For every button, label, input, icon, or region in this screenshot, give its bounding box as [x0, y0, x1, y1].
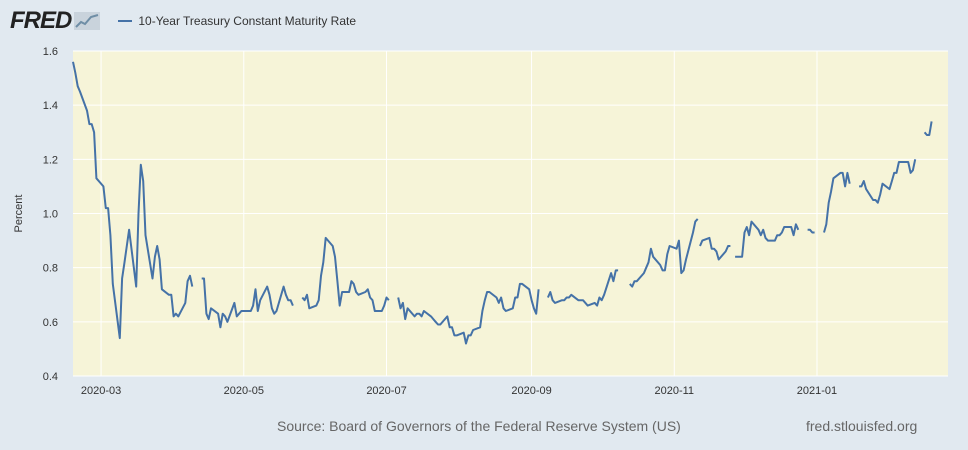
fred-logo[interactable]: FRED — [10, 7, 101, 35]
y-tick-label: 1.4 — [43, 100, 58, 112]
y-tick-label: 0.8 — [43, 263, 58, 275]
series-line-segment — [301, 236, 390, 312]
series-line-segment — [72, 61, 194, 340]
x-tick-label: 2020-03 — [81, 385, 121, 397]
legend-swatch — [118, 20, 133, 22]
series-line-segment — [807, 228, 815, 234]
y-axis-ticks: 0.4 0.6 0.8 1.0 1.2 1.4 1.6 — [43, 46, 58, 383]
series-line-segment — [397, 282, 540, 345]
series-line-segment — [823, 171, 851, 233]
x-tick-label: 2020-09 — [511, 385, 551, 397]
legend[interactable]: 10-Year Treasury Constant Maturity Rate — [118, 14, 356, 28]
series-line-segment — [735, 220, 800, 258]
series-group — [72, 61, 933, 345]
x-tick-label: 2020-07 — [366, 385, 406, 397]
logo-text: FRED — [10, 7, 72, 34]
series-line-segment — [699, 236, 731, 261]
x-tick-label: 2020-11 — [654, 385, 694, 397]
series-line-segment — [629, 218, 699, 288]
x-tick-label: 2020-05 — [224, 385, 264, 397]
source-note: Source: Board of Governors of the Federa… — [277, 418, 681, 434]
series-line-segment — [859, 159, 917, 204]
series-line-segment — [923, 121, 933, 136]
y-tick-label: 0.6 — [43, 317, 58, 329]
y-axis-title: Percent — [13, 195, 25, 233]
y-tick-label: 1.0 — [43, 209, 58, 221]
y-tick-label: 1.6 — [43, 46, 58, 58]
grid-lines — [73, 50, 948, 377]
legend-label: 10-Year Treasury Constant Maturity Rate — [138, 14, 357, 28]
x-tick-label: 2021-01 — [797, 385, 837, 397]
series-line-segment — [546, 269, 619, 307]
x-axis-ticks: 2020-03 2020-05 2020-07 2020-09 2020-11 2021-… — [81, 385, 837, 397]
y-tick-label: 0.4 — [43, 371, 58, 383]
chart-trend-icon — [74, 12, 101, 30]
site-link[interactable]: fred.stlouisfed.org — [806, 418, 918, 434]
chart-header: FRED 10-Year Treasury Constant Maturity … — [10, 6, 356, 36]
series-line-segment — [201, 277, 294, 329]
y-tick-label: 1.2 — [43, 154, 58, 166]
